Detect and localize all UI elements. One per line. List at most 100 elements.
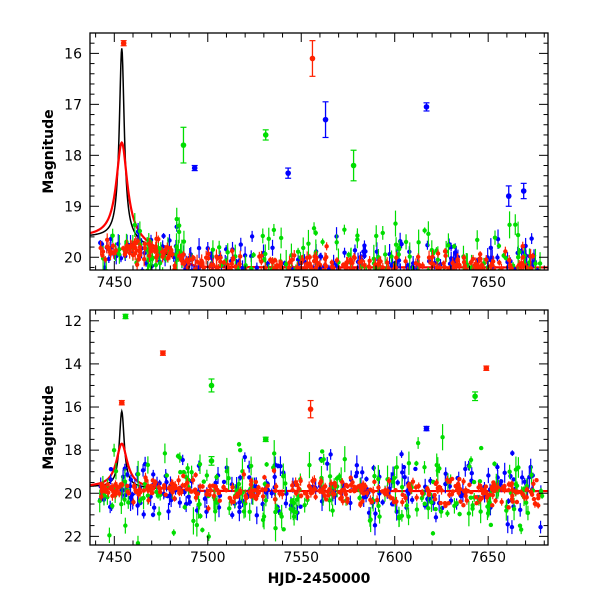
data-point (518, 527, 524, 532)
data-point (332, 292, 336, 296)
data-point (325, 284, 329, 288)
data-point (262, 475, 267, 480)
data-point (270, 245, 275, 251)
data-point (527, 271, 531, 275)
data-point (174, 275, 178, 279)
data-point (295, 249, 301, 254)
data-point (355, 233, 360, 238)
data-point (519, 475, 525, 480)
data-point (369, 276, 373, 280)
data-point (283, 501, 289, 506)
data-point (265, 483, 270, 488)
data-point (216, 245, 222, 250)
data-point (292, 253, 297, 258)
data-point (112, 489, 117, 495)
data-point (120, 246, 126, 251)
data-point (215, 256, 220, 261)
data-point (211, 493, 217, 499)
data-point (416, 240, 421, 245)
data-point (429, 500, 434, 505)
data-point (181, 252, 186, 257)
data-point (312, 270, 316, 274)
data-point (288, 506, 293, 512)
data-point (145, 483, 151, 489)
data-point (528, 253, 533, 259)
data-point (529, 236, 534, 241)
data-point (263, 251, 268, 257)
data-point (473, 494, 479, 500)
data-point (140, 468, 146, 473)
data-point (238, 254, 243, 259)
data-point (257, 284, 261, 288)
y-tick-label: 16 (64, 400, 82, 416)
y-tick-label: 17 (64, 97, 82, 113)
data-point (122, 497, 127, 502)
data-point (169, 481, 174, 486)
data-point (257, 270, 261, 274)
x-axis: 7450 7500 7550 7600 7650 (95, 33, 545, 291)
data-point (264, 462, 269, 467)
data-point (243, 501, 248, 506)
data-point (340, 487, 345, 493)
data-point (437, 484, 442, 490)
data-point (490, 503, 495, 508)
data-point (506, 482, 512, 487)
data-point (435, 251, 441, 256)
data-point (283, 299, 287, 303)
data-point (453, 271, 457, 275)
data-point (260, 494, 266, 499)
data-point (125, 472, 130, 477)
data-point (463, 466, 468, 472)
data-point (107, 533, 112, 538)
y-tick-label: 20 (64, 486, 82, 502)
data-point (338, 275, 342, 279)
data-point (259, 270, 263, 274)
data-point (110, 503, 115, 509)
data-point (536, 495, 541, 501)
data-point (99, 494, 104, 499)
data-point (490, 492, 496, 498)
data-point (458, 499, 463, 504)
data-point (326, 493, 331, 498)
data-point (328, 452, 333, 457)
data-point (461, 479, 466, 484)
data-point (503, 249, 508, 254)
data-point (443, 253, 448, 258)
data-point (146, 498, 151, 503)
data-point (317, 262, 323, 268)
data-point (261, 275, 265, 279)
data-point (195, 491, 201, 497)
data-point (141, 256, 147, 262)
data-point (269, 272, 273, 276)
data-point (190, 477, 196, 483)
highlight-point (208, 458, 215, 464)
highlight-point (307, 406, 314, 412)
data-point (438, 509, 444, 514)
data-point (200, 527, 205, 533)
data-point (393, 242, 399, 247)
data-point (200, 262, 205, 267)
data-point (306, 483, 312, 489)
x-tick-label: 7500 (190, 550, 226, 566)
highlight-point (120, 40, 127, 46)
data-point (520, 255, 526, 260)
data-point (306, 241, 311, 246)
data-point (110, 243, 116, 248)
plot-frame (89, 32, 549, 271)
data-point (536, 492, 541, 498)
plot-area (90, 313, 548, 545)
top-panel: 7450 7500 7550 7600 7650 16 17 18 19 20 Magnitude (41, 32, 549, 303)
data-point (464, 498, 470, 503)
data-point (213, 480, 218, 485)
data-point (506, 257, 512, 263)
data-point (132, 222, 138, 228)
data-point (518, 272, 522, 276)
data-point (224, 488, 229, 493)
highlighted-points (118, 313, 490, 466)
data-point (403, 495, 408, 501)
data-point (510, 297, 514, 301)
data-point (354, 470, 360, 475)
data-point (283, 261, 289, 267)
data-point (248, 463, 254, 469)
